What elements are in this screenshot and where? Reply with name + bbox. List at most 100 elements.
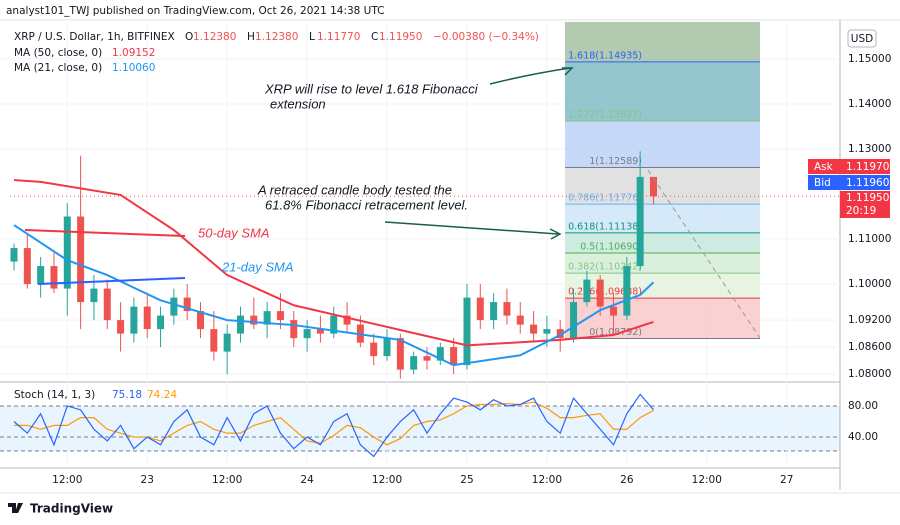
stoch-tick-label: 40.00 (848, 431, 878, 443)
fib-zone (565, 167, 760, 205)
candle-body (170, 297, 178, 316)
y-tick-label: 1.11000 (848, 233, 891, 245)
candle-body (303, 329, 311, 339)
x-tick-label: 12:00 (692, 474, 722, 486)
last-price-badge (840, 191, 890, 218)
candle-body (410, 356, 418, 370)
y-tick-label: 1.13000 (848, 143, 891, 155)
last-price: 1.11950 (846, 192, 889, 204)
bid-price: 1.11960 (846, 177, 889, 189)
x-tick-label: 26 (620, 474, 634, 486)
candle-body (530, 324, 538, 334)
ohlc-key: C (371, 31, 378, 43)
candle-body (276, 311, 284, 321)
candle-body (210, 329, 218, 352)
candle-body (383, 338, 391, 357)
annotation: A retraced candle body tested the (257, 182, 452, 197)
ohlc-value: 1.12380 (193, 31, 236, 43)
candle-body (463, 297, 471, 366)
candle-body (157, 315, 165, 330)
candle-body (490, 302, 498, 321)
candle-body (583, 279, 591, 303)
candle-body (103, 288, 111, 321)
drawn-line (24, 229, 186, 237)
ohlc-value: 1.12380 (255, 31, 298, 43)
fib-label: 1(1.12589) (589, 156, 642, 167)
annotation: extension (270, 96, 326, 111)
stoch-legend: Stoch (14, 1, 3) (14, 389, 95, 401)
x-tick-label: 12:00 (532, 474, 562, 486)
candle-body (570, 302, 578, 339)
fib-label: 0.5(1.10690) (580, 242, 642, 253)
candle-body (117, 320, 125, 334)
logo (8, 503, 23, 513)
y-tick-label: 1.14000 (848, 98, 891, 110)
publish-header: analyst101_TWJ published on TradingView.… (6, 5, 385, 17)
ask-badge (840, 159, 890, 174)
arrowhead (549, 228, 562, 240)
fib-zone (565, 121, 760, 168)
candle-body (476, 297, 484, 321)
ohlc-value: 1.11770 (317, 31, 360, 43)
stoch-d-value: 74.24 (147, 389, 177, 401)
stoch-d (13, 401, 654, 446)
arrow (384, 221, 559, 235)
candle-body (423, 356, 431, 361)
symbol-title: XRP / U.S. Dollar, 1h, BITFINEX (14, 31, 175, 43)
fib-zone (565, 61, 760, 122)
candle-body (450, 347, 458, 366)
y-tick-label: 1.15000 (848, 53, 891, 65)
candle-body (63, 216, 71, 289)
arrowhead (562, 67, 574, 76)
candle-body (143, 306, 151, 330)
ask-label: Ask (814, 161, 834, 173)
candle-body (290, 320, 298, 339)
y-tick-label: 1.09200 (848, 314, 891, 326)
stoch-tick-label: 80.00 (848, 400, 878, 412)
fib-zone (565, 253, 760, 274)
candle-body (556, 329, 564, 339)
x-tick-label: 12:00 (212, 474, 242, 486)
y-tick-label: 1.10000 (848, 278, 891, 290)
candle-body (90, 288, 98, 303)
bid-label: Bid (814, 177, 831, 189)
fib-label: 0.618(1.11138) (568, 221, 642, 232)
candle-body (636, 176, 644, 267)
x-tick-label: 25 (460, 474, 473, 486)
annotation: 50-day SMA (198, 225, 270, 240)
candle-body (649, 176, 657, 197)
x-tick-label: 24 (300, 474, 314, 486)
candle-body (10, 248, 18, 262)
fib-zone (565, 204, 760, 233)
y-tick-label: 1.08600 (848, 341, 891, 353)
stoch-k-value: 75.18 (112, 389, 142, 401)
candle-body (130, 306, 138, 334)
candle-body (183, 297, 191, 312)
ma-legend-value: 1.10060 (112, 62, 155, 74)
candle-body (37, 266, 45, 285)
fib-label: 0.236(1.09688) (568, 287, 642, 298)
annotation: XRP will rise to level 1.618 Fibonacci (264, 81, 479, 96)
candle-body (370, 342, 378, 357)
candle-body (263, 311, 271, 325)
y-tick-label: 1.08000 (848, 368, 891, 380)
fib-trend (647, 169, 761, 339)
candle-body (236, 315, 244, 334)
bid-tag (808, 175, 840, 190)
fib-label: 0.382(1.10242) (568, 262, 642, 273)
candle-body (250, 315, 258, 325)
ask-tag (808, 159, 840, 174)
ohlc-key: O (185, 31, 193, 43)
ohlc-key: H (247, 31, 255, 43)
x-tick-label: 27 (780, 474, 793, 486)
candle-body (23, 248, 31, 285)
candle-body (623, 266, 631, 316)
change: −0.00380 (−0.34%) (433, 31, 539, 43)
fib-label: 1.618(1.14935) (568, 50, 642, 61)
fib-label: 1.272(1.13621) (568, 110, 642, 121)
fib-label: 0.786(1.11776) (568, 193, 642, 204)
currency-button[interactable] (847, 29, 877, 48)
x-tick-label: 12:00 (52, 474, 82, 486)
ask-price: 1.11970 (846, 161, 889, 173)
